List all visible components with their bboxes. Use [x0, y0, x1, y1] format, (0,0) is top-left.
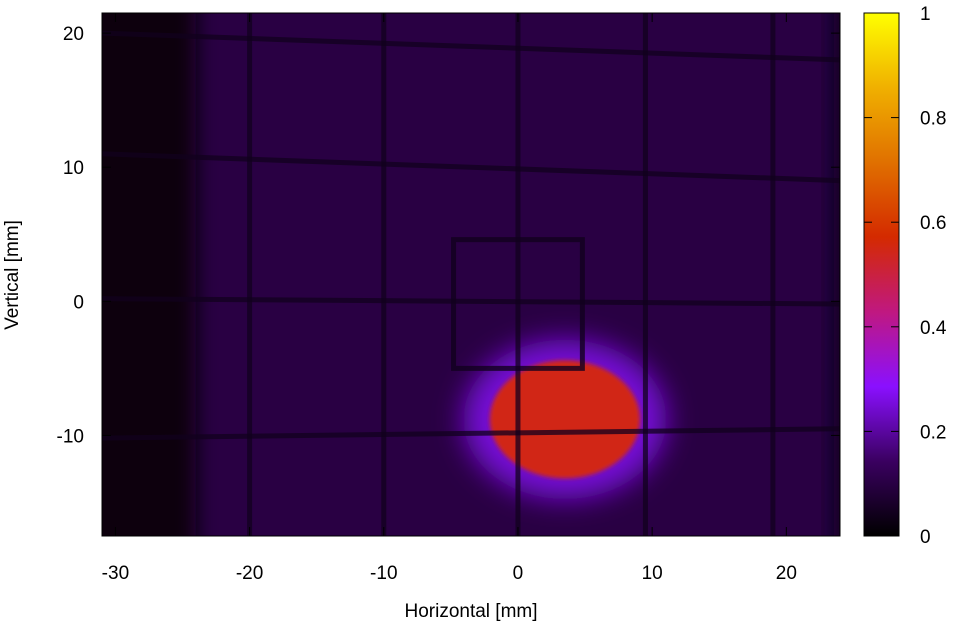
y-axis: -10 0 10 20 — [57, 24, 840, 447]
beam-spot — [489, 360, 641, 479]
x-tick-label: 20 — [776, 563, 797, 584]
right-edge-shade — [834, 13, 840, 536]
x-tick-label: -30 — [102, 563, 129, 584]
y-axis-label: Vertical [mm] — [2, 220, 23, 330]
colorbar-tick-label: 0 — [920, 527, 931, 548]
heatmap-background — [102, 13, 840, 536]
horizontal-wire — [102, 30, 840, 63]
x-tick-label: -20 — [236, 563, 263, 584]
horizontal-wire — [102, 151, 840, 184]
colorbar-tick-label: 1 — [920, 4, 931, 25]
x-tick-label: 0 — [513, 563, 524, 584]
center-box — [451, 237, 585, 371]
y-tick-label: -10 — [57, 426, 84, 447]
y-tick-label: 10 — [63, 158, 84, 179]
horizontal-wire — [102, 426, 840, 441]
x-axis-label: Horizontal [mm] — [404, 601, 537, 622]
plot-frame — [101, 12, 841, 537]
horizontal-wire — [102, 296, 840, 307]
y-tick-label: 0 — [73, 292, 84, 313]
x-tick-label: -10 — [370, 563, 397, 584]
plot-area — [102, 13, 840, 536]
colorbar-tick-label: 0.2 — [920, 422, 946, 443]
dark-edge-region — [102, 13, 196, 536]
plot-border — [101, 12, 841, 537]
colorbar-tick-label: 0.6 — [920, 213, 946, 234]
colorbar-tick-label: 0.4 — [920, 318, 947, 339]
colorbar-gradient — [863, 12, 900, 537]
x-axis: -30 -20 -10 0 10 20 — [102, 13, 797, 584]
colorbar: 0 0.2 0.4 0.6 0.8 1 — [863, 4, 947, 548]
y-tick-label: 20 — [63, 24, 84, 45]
colorbar-tick-label: 0.8 — [920, 109, 946, 130]
x-tick-label: 10 — [642, 563, 663, 584]
